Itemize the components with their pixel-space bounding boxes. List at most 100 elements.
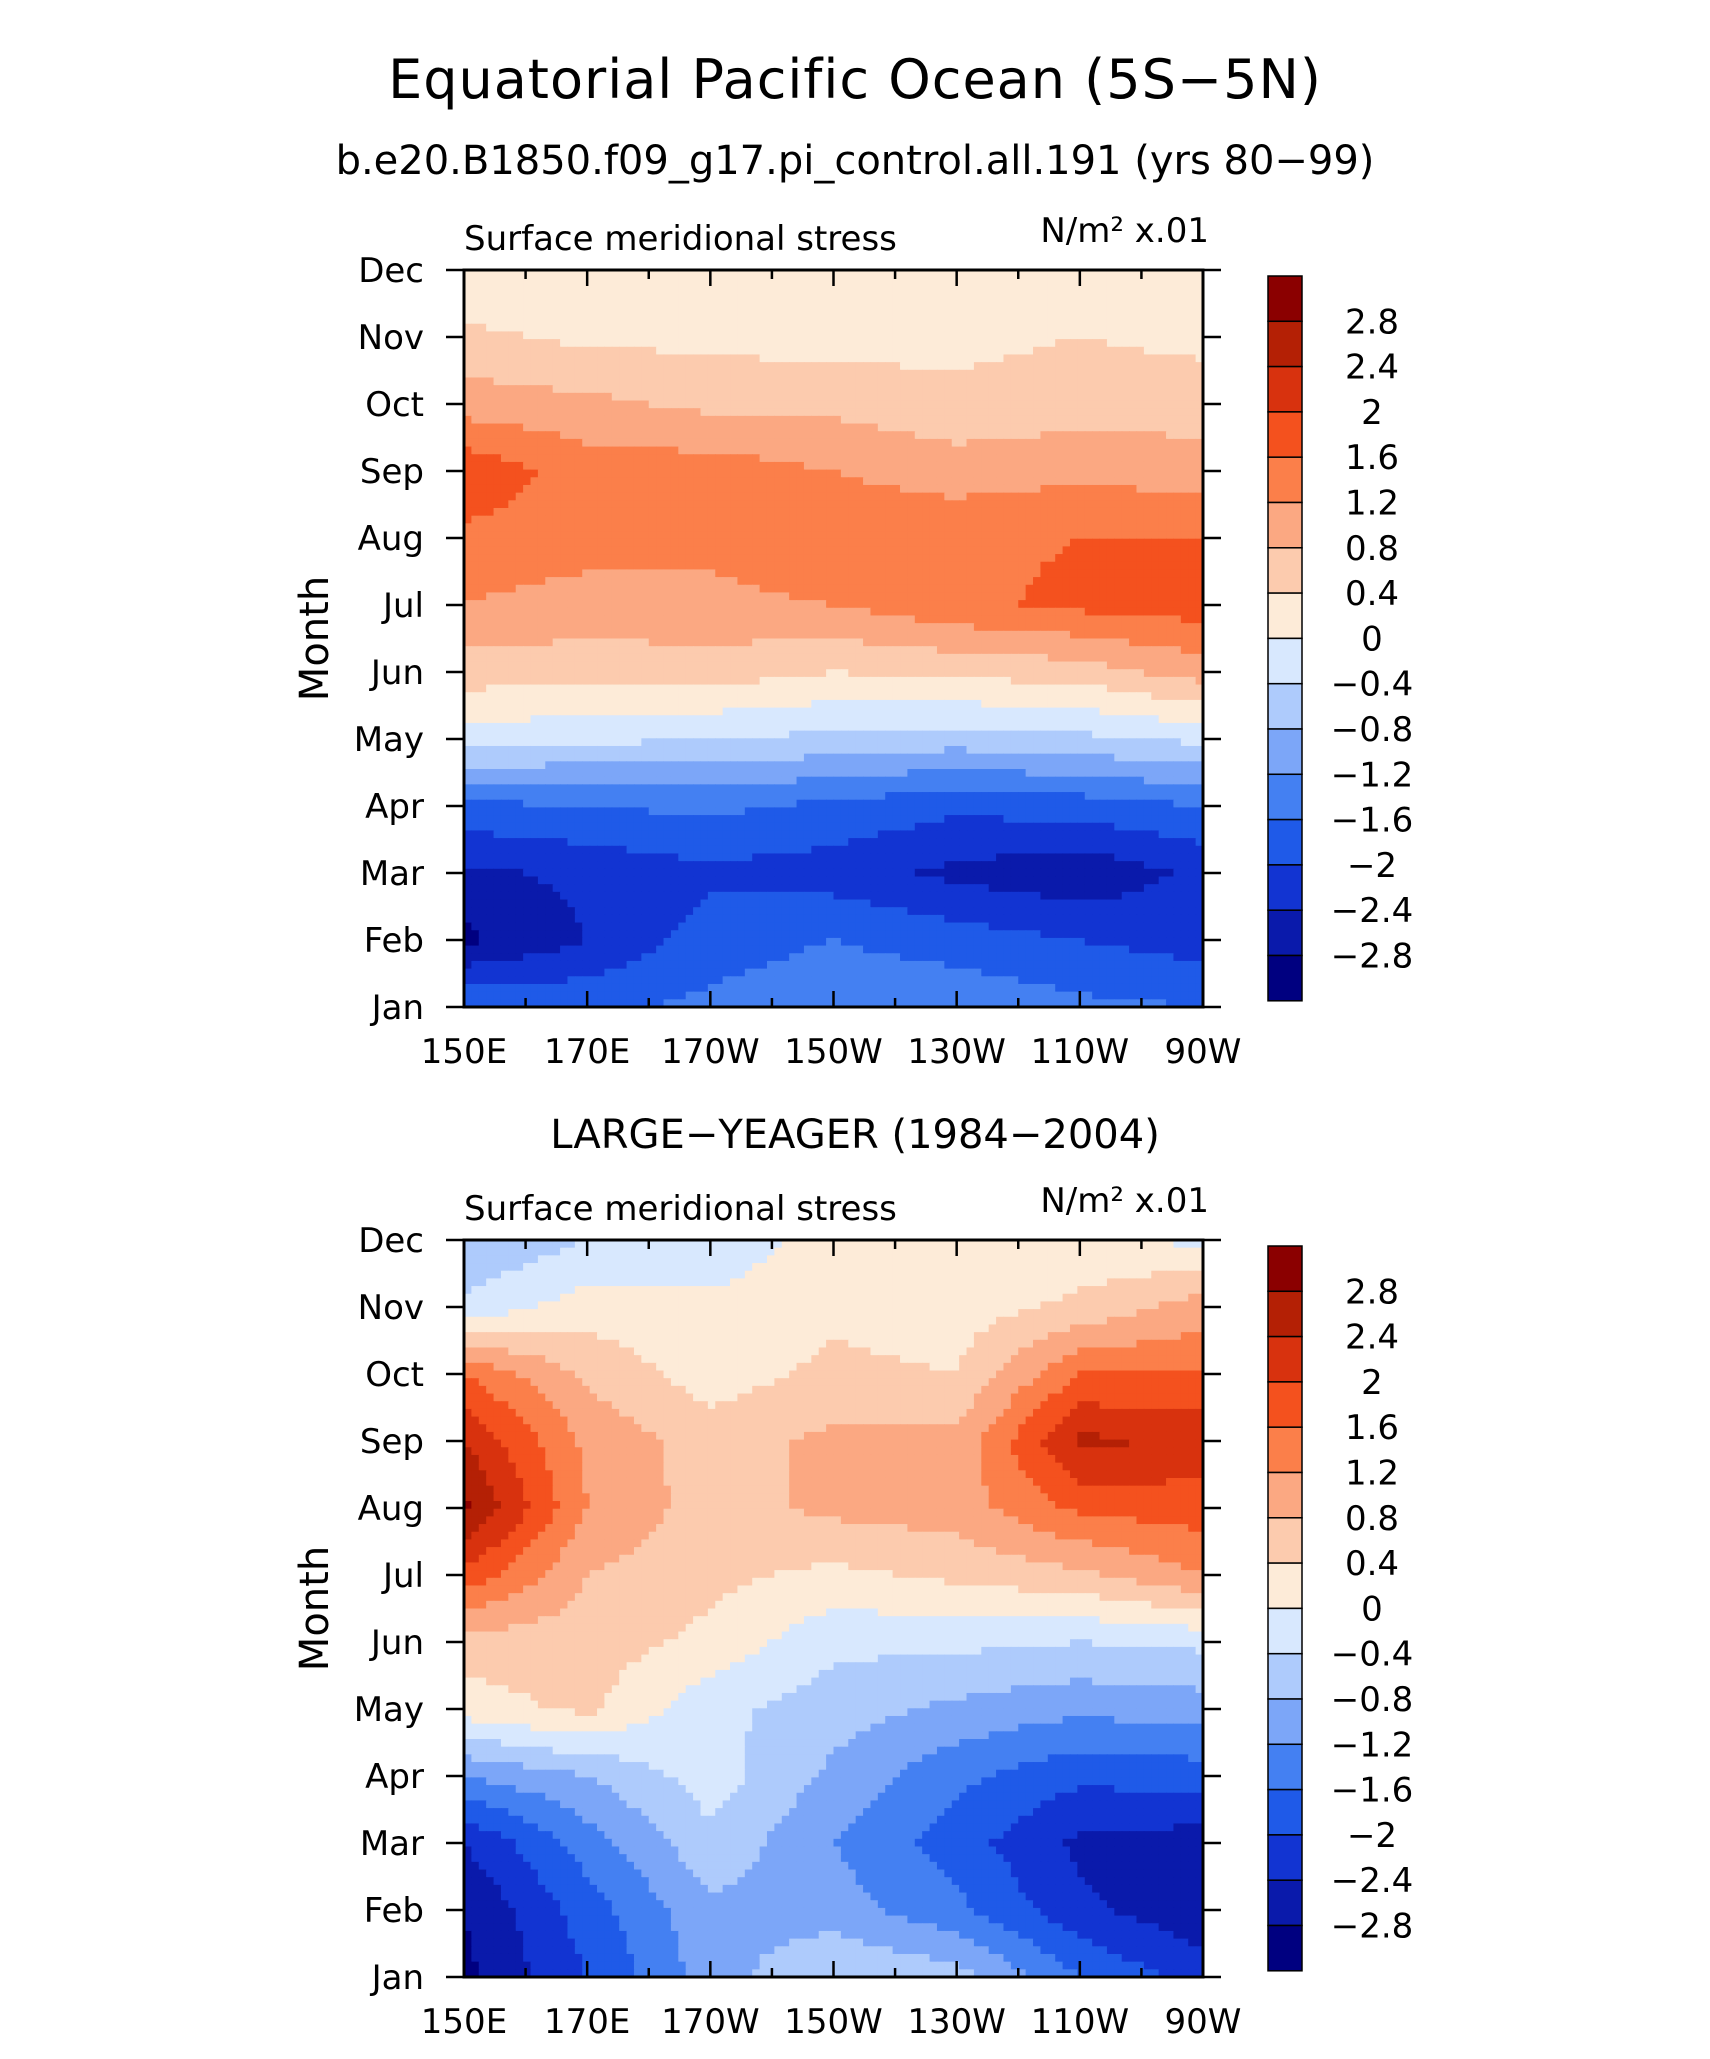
contour-cell bbox=[523, 492, 532, 501]
contour-cell bbox=[929, 546, 938, 555]
contour-cell bbox=[863, 546, 872, 555]
contour-cell bbox=[1055, 285, 1064, 294]
contour-cell bbox=[545, 346, 554, 356]
contour-cell bbox=[486, 561, 495, 571]
contour-cell bbox=[900, 308, 908, 317]
contour-cell bbox=[1151, 369, 1160, 379]
contour-cell bbox=[1010, 400, 1019, 409]
contour-cell bbox=[1166, 277, 1175, 286]
contour-cell bbox=[567, 438, 576, 448]
contour-cell bbox=[641, 461, 650, 471]
contour-cell bbox=[944, 469, 953, 478]
contour-cell bbox=[1025, 592, 1034, 601]
contour-cell bbox=[1010, 638, 1019, 647]
contour-cell bbox=[1055, 438, 1064, 448]
contour-cell bbox=[663, 415, 672, 425]
contour-cell bbox=[1018, 538, 1027, 547]
contour-cell bbox=[1003, 477, 1012, 486]
contour-cell bbox=[1129, 408, 1138, 417]
contour-cell bbox=[1121, 538, 1130, 547]
contour-cell bbox=[766, 293, 775, 302]
contour-cell bbox=[1166, 423, 1175, 432]
contour-cell bbox=[988, 454, 997, 463]
contour-cell bbox=[493, 531, 502, 540]
contour-cell bbox=[1069, 484, 1078, 494]
contour-cell bbox=[1033, 362, 1042, 371]
contour-cell bbox=[641, 600, 650, 609]
contour-cell bbox=[1166, 377, 1175, 386]
contour-cell bbox=[766, 392, 775, 402]
contour-cell bbox=[707, 461, 716, 471]
contour-cell bbox=[1025, 316, 1034, 325]
contour-cell bbox=[996, 630, 1005, 640]
contour-cell bbox=[996, 623, 1005, 632]
contour-cell bbox=[1121, 277, 1130, 286]
contour-cell bbox=[1018, 623, 1027, 632]
contour-cell bbox=[597, 600, 606, 609]
contour-cell bbox=[973, 423, 982, 432]
contour-cell bbox=[826, 630, 835, 640]
contour-cell bbox=[685, 461, 694, 471]
contour-cell bbox=[560, 423, 569, 432]
contour-cell bbox=[1129, 277, 1138, 286]
contour-cell bbox=[560, 300, 569, 309]
contour-cell bbox=[1158, 446, 1167, 455]
contour-cell bbox=[811, 507, 820, 517]
contour-cell bbox=[464, 316, 472, 325]
contour-cell bbox=[1092, 369, 1101, 379]
contour-cell bbox=[604, 500, 613, 509]
contour-cell bbox=[833, 316, 842, 325]
contour-cell bbox=[818, 561, 827, 571]
contour-cell bbox=[759, 346, 768, 356]
contour-cell bbox=[914, 316, 923, 325]
contour-cell bbox=[1003, 323, 1012, 333]
contour-cell bbox=[774, 646, 783, 655]
contour-cell bbox=[922, 623, 931, 632]
contour-cell bbox=[582, 531, 591, 540]
contour-cell bbox=[1151, 346, 1160, 356]
contour-cell bbox=[500, 277, 509, 286]
contour-cell bbox=[641, 270, 650, 279]
contour-cell bbox=[863, 538, 872, 547]
contour-cell bbox=[1099, 431, 1108, 440]
contour-cell bbox=[663, 492, 672, 501]
contour-cell bbox=[855, 446, 864, 455]
contour-cell bbox=[574, 339, 583, 348]
contour-cell bbox=[796, 538, 805, 547]
contour-cell bbox=[560, 400, 569, 409]
contour-cell bbox=[730, 285, 739, 294]
contour-cell bbox=[737, 507, 746, 517]
contour-cell bbox=[552, 369, 561, 379]
contour-cell bbox=[678, 362, 687, 371]
contour-cell bbox=[1033, 546, 1042, 555]
contour-cell bbox=[508, 515, 517, 524]
contour-cell bbox=[1062, 600, 1071, 609]
contour-cell bbox=[523, 638, 532, 647]
contour-cell bbox=[781, 607, 790, 617]
contour-cell bbox=[1069, 477, 1078, 486]
contour-cell bbox=[626, 316, 635, 325]
contour-cell bbox=[648, 354, 657, 363]
contour-cell bbox=[907, 630, 916, 640]
contour-cell bbox=[1033, 523, 1042, 532]
contour-cell bbox=[1121, 362, 1130, 371]
contour-cell bbox=[567, 323, 576, 333]
contour-cell bbox=[1033, 454, 1042, 463]
contour-cell bbox=[870, 408, 879, 417]
contour-cell bbox=[730, 415, 739, 425]
contour-cell bbox=[670, 523, 679, 532]
contour-cell bbox=[722, 484, 731, 494]
contour-cell bbox=[988, 392, 997, 402]
contour-cell bbox=[1114, 546, 1123, 555]
contour-cell bbox=[752, 615, 761, 624]
contour-cell bbox=[1084, 323, 1093, 333]
contour-cell bbox=[530, 638, 539, 647]
contour-cell bbox=[1173, 523, 1182, 532]
contour-cell bbox=[988, 554, 997, 563]
contour-cell bbox=[1143, 377, 1152, 386]
contour-cell bbox=[936, 339, 945, 348]
contour-cell bbox=[478, 646, 487, 655]
contour-cell bbox=[737, 377, 746, 386]
contour-cell bbox=[877, 515, 886, 524]
contour-cell bbox=[789, 461, 798, 471]
